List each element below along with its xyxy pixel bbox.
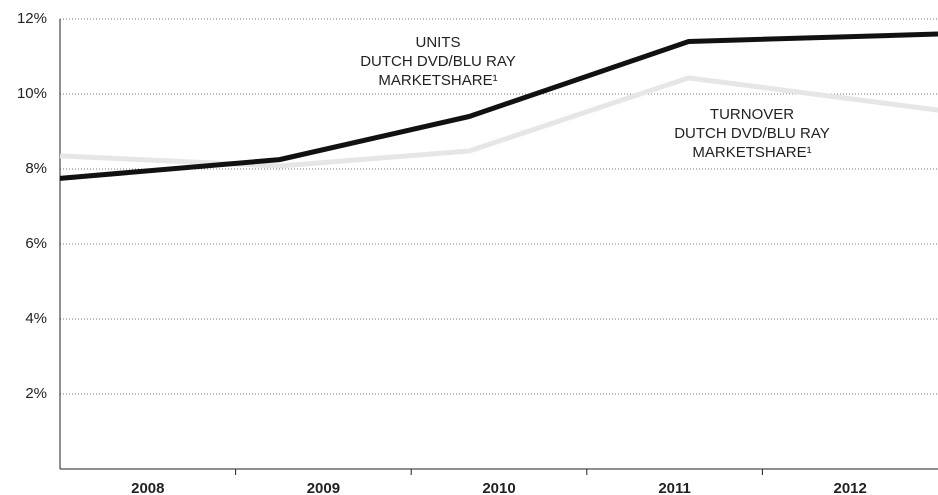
y-tick-label: 12%: [17, 10, 47, 27]
y-tick-label: 2%: [25, 385, 47, 402]
annotation: UNITS: [416, 34, 461, 51]
y-tick-label: 8%: [25, 160, 47, 177]
annotation: DUTCH DVD/BLU RAY: [674, 125, 830, 142]
x-tick-label: 2008: [131, 480, 164, 495]
annotation: MARKETSHARE¹: [378, 72, 497, 89]
x-tick-label: 2010: [482, 480, 515, 495]
series-line: [59, 75, 938, 169]
x-tick-label: 2009: [307, 480, 340, 495]
y-tick-label: 6%: [25, 235, 47, 252]
series-line: [59, 31, 938, 181]
x-tick-label: 2012: [834, 480, 867, 495]
annotation: DUTCH DVD/BLU RAY: [360, 53, 516, 70]
x-tick-label: 2011: [658, 480, 691, 495]
y-tick-label: 10%: [17, 85, 47, 102]
y-tick-label: 4%: [25, 310, 47, 327]
annotation: MARKETSHARE¹: [692, 144, 811, 161]
annotation: TURNOVER: [710, 106, 794, 123]
